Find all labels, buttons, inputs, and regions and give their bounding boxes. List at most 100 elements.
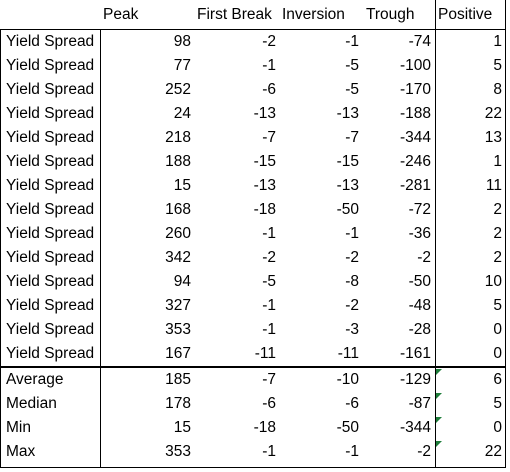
peak-cell[interactable]: 168: [165, 201, 191, 218]
trough-cell[interactable]: -87: [408, 395, 431, 412]
summary-label-cell[interactable]: Average: [6, 371, 64, 388]
positive-cell[interactable]: 1: [493, 153, 502, 170]
header-peak[interactable]: Peak: [103, 6, 139, 23]
trough-cell[interactable]: -28: [408, 321, 431, 338]
positive-cell[interactable]: 22: [484, 105, 502, 122]
row-label-cell[interactable]: Yield Spread: [6, 129, 95, 146]
peak-cell[interactable]: 188: [165, 153, 191, 170]
trough-cell[interactable]: -344: [399, 419, 431, 436]
positive-cell[interactable]: 2: [493, 249, 502, 266]
first-break-cell[interactable]: -5: [262, 273, 276, 290]
trough-cell[interactable]: -2: [417, 249, 431, 266]
positive-cell[interactable]: 10: [484, 273, 502, 290]
first-break-cell[interactable]: -2: [262, 249, 276, 266]
first-break-cell[interactable]: -1: [262, 57, 276, 74]
peak-cell[interactable]: 353: [165, 321, 191, 338]
inversion-cell[interactable]: -1: [345, 225, 359, 242]
header-first-break[interactable]: First Break: [197, 6, 272, 23]
first-break-cell[interactable]: -18: [253, 201, 276, 218]
trough-cell[interactable]: -74: [408, 33, 431, 50]
positive-cell[interactable]: 5: [493, 395, 502, 412]
trough-cell[interactable]: -344: [399, 129, 431, 146]
positive-cell[interactable]: 13: [484, 129, 502, 146]
peak-cell[interactable]: 260: [165, 225, 191, 242]
row-label-cell[interactable]: Yield Spread: [6, 33, 95, 50]
inversion-cell[interactable]: -2: [345, 297, 359, 314]
trough-cell[interactable]: -2: [417, 443, 431, 460]
first-break-cell[interactable]: -11: [254, 345, 276, 362]
first-break-cell[interactable]: -1: [262, 225, 276, 242]
first-break-cell[interactable]: -7: [262, 129, 276, 146]
first-break-cell[interactable]: -13: [253, 105, 276, 122]
positive-cell[interactable]: 0: [493, 345, 502, 362]
positive-cell[interactable]: 11: [485, 177, 502, 194]
peak-cell[interactable]: 15: [173, 419, 191, 436]
peak-cell[interactable]: 185: [165, 371, 191, 388]
trough-cell[interactable]: -188: [399, 105, 431, 122]
row-label-cell[interactable]: Yield Spread: [6, 297, 95, 314]
row-label-cell[interactable]: Yield Spread: [6, 177, 95, 194]
row-label-cell[interactable]: Yield Spread: [6, 249, 95, 266]
trough-cell[interactable]: -100: [399, 57, 431, 74]
peak-cell[interactable]: 77: [173, 57, 191, 74]
inversion-cell[interactable]: -7: [345, 129, 359, 146]
positive-cell[interactable]: 5: [493, 57, 502, 74]
first-break-cell[interactable]: -18: [253, 419, 276, 436]
inversion-cell[interactable]: -10: [336, 371, 359, 388]
row-label-cell[interactable]: Yield Spread: [6, 153, 95, 170]
inversion-cell[interactable]: -5: [345, 57, 359, 74]
peak-cell[interactable]: 15: [173, 177, 191, 194]
first-break-cell[interactable]: -1: [262, 297, 276, 314]
peak-cell[interactable]: 342: [165, 249, 191, 266]
trough-cell[interactable]: -72: [408, 201, 431, 218]
trough-cell[interactable]: -170: [399, 81, 431, 98]
header-trough[interactable]: Trough: [366, 6, 415, 23]
peak-cell[interactable]: 327: [165, 297, 191, 314]
first-break-cell[interactable]: -6: [262, 395, 276, 412]
header-positive[interactable]: Positive: [438, 6, 493, 23]
peak-cell[interactable]: 167: [165, 345, 191, 362]
positive-cell[interactable]: 22: [484, 443, 502, 460]
inversion-cell[interactable]: -5: [345, 81, 359, 98]
positive-cell[interactable]: 8: [493, 81, 502, 98]
inversion-cell[interactable]: -6: [345, 395, 359, 412]
header-label-cell[interactable]: [0, 3, 100, 27]
trough-cell[interactable]: -129: [399, 371, 431, 388]
trough-cell[interactable]: -281: [399, 177, 431, 194]
first-break-cell[interactable]: -2: [262, 33, 276, 50]
row-label-cell[interactable]: Yield Spread: [6, 81, 95, 98]
row-label-cell[interactable]: Yield Spread: [6, 105, 95, 122]
first-break-cell[interactable]: -6: [262, 81, 276, 98]
row-label-cell[interactable]: Yield Spread: [6, 225, 95, 242]
row-label-cell[interactable]: Yield Spread: [6, 201, 95, 218]
inversion-cell[interactable]: -8: [345, 273, 359, 290]
first-break-cell[interactable]: -1: [262, 321, 276, 338]
first-break-cell[interactable]: -15: [253, 153, 276, 170]
peak-cell[interactable]: 94: [173, 273, 191, 290]
row-label-cell[interactable]: Yield Spread: [6, 273, 95, 290]
header-inversion[interactable]: Inversion: [282, 6, 345, 23]
row-label-cell[interactable]: Yield Spread: [6, 57, 95, 74]
summary-label-cell[interactable]: Median: [6, 395, 57, 412]
row-label-cell[interactable]: Yield Spread: [6, 345, 95, 362]
positive-cell[interactable]: 6: [493, 371, 502, 388]
peak-cell[interactable]: 353: [165, 443, 191, 460]
inversion-cell[interactable]: -50: [336, 419, 359, 436]
inversion-cell[interactable]: -15: [336, 153, 359, 170]
inversion-cell[interactable]: -11: [337, 345, 359, 362]
row-label-cell[interactable]: Yield Spread: [6, 321, 95, 338]
positive-cell[interactable]: 2: [493, 201, 502, 218]
positive-cell[interactable]: 0: [493, 419, 502, 436]
summary-label-cell[interactable]: Max: [6, 443, 36, 460]
inversion-cell[interactable]: -1: [345, 443, 359, 460]
trough-cell[interactable]: -50: [408, 273, 431, 290]
inversion-cell[interactable]: -50: [336, 201, 359, 218]
peak-cell[interactable]: 252: [165, 81, 191, 98]
trough-cell[interactable]: -36: [408, 225, 431, 242]
first-break-cell[interactable]: -7: [262, 371, 276, 388]
peak-cell[interactable]: 218: [165, 129, 191, 146]
positive-cell[interactable]: 5: [493, 297, 502, 314]
first-break-cell[interactable]: -13: [253, 177, 276, 194]
positive-cell[interactable]: 2: [493, 225, 502, 242]
inversion-cell[interactable]: -13: [336, 105, 359, 122]
